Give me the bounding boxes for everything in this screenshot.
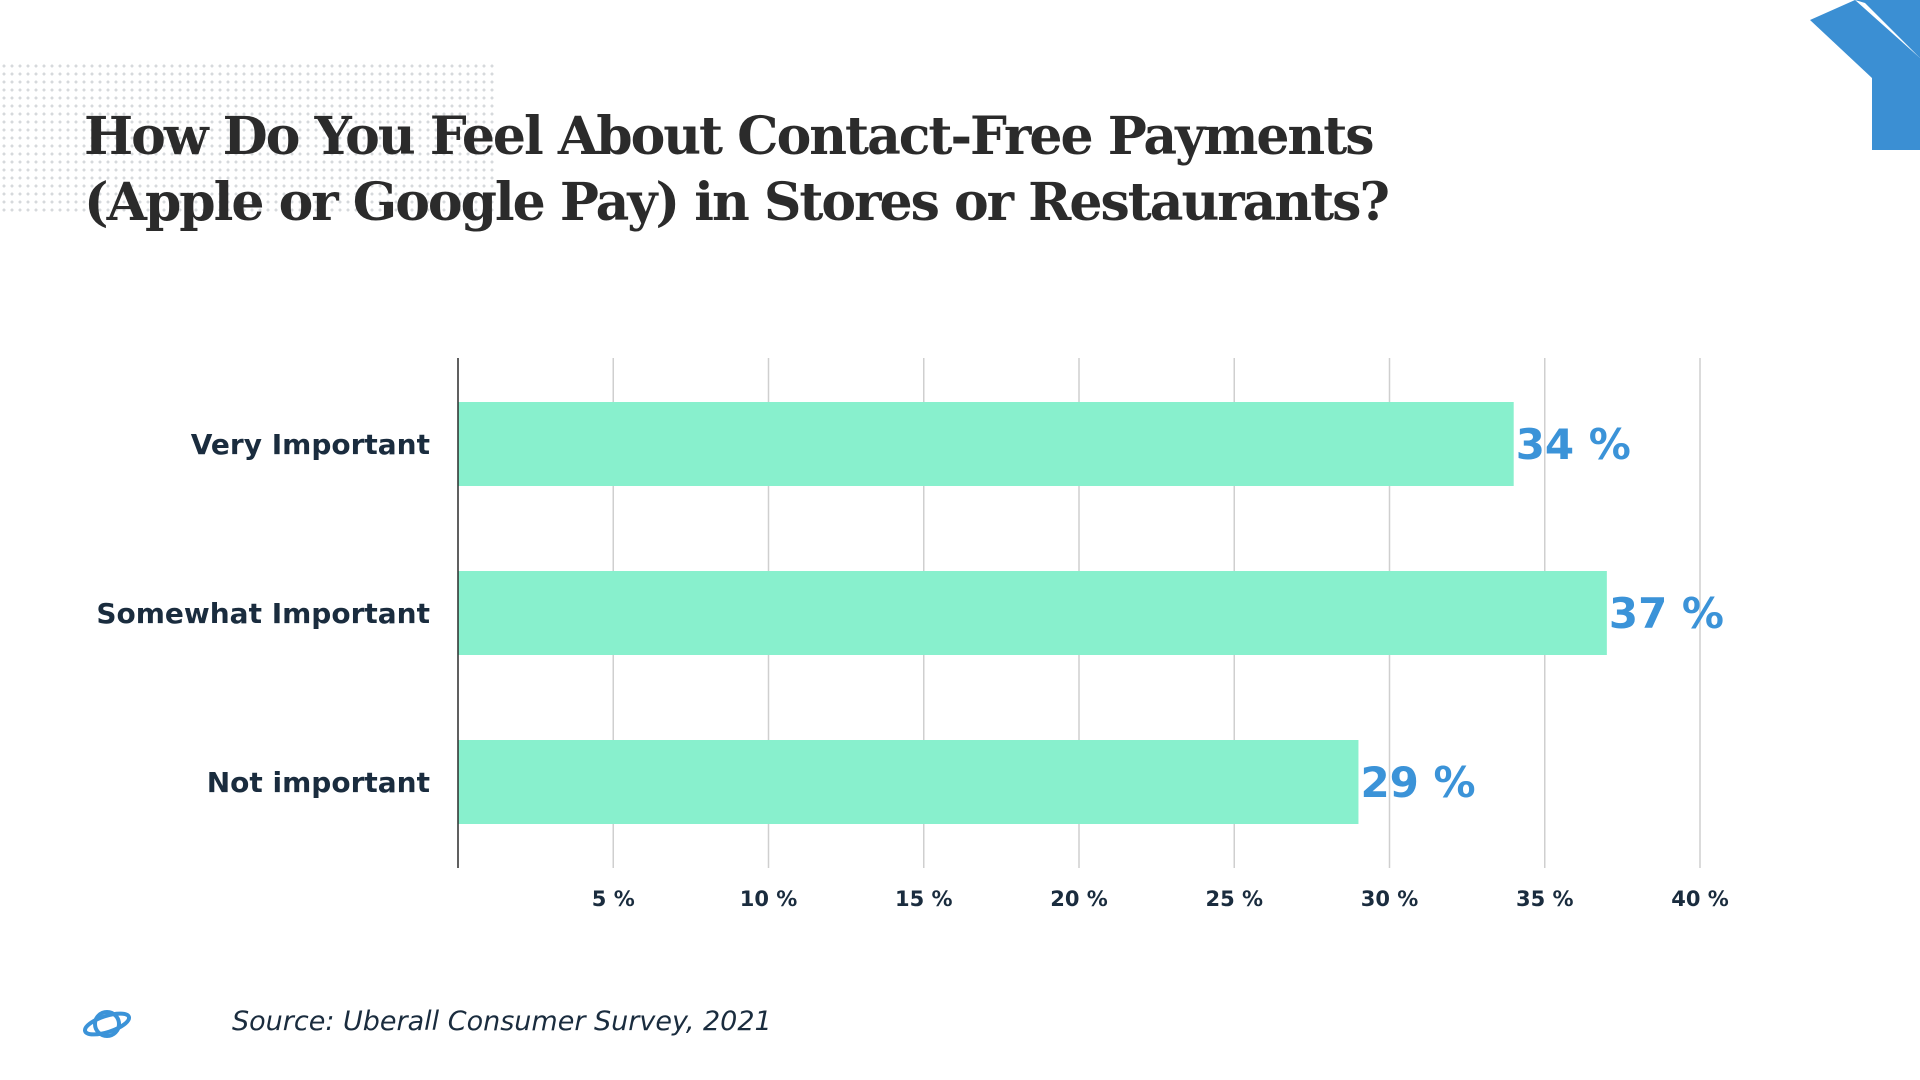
x-tick-label-20: 20 % [1050,887,1108,911]
data-label-3: 29 % [1360,758,1475,807]
x-tick-label-25: 25 % [1205,887,1263,911]
source-note: Source: Uberall Consumer Survey, 2021 [232,1006,772,1037]
chart-title: How Do You Feel About Contact-Free Payme… [84,104,1584,236]
bar-somewhat-important [458,571,1607,655]
x-tick-label-35: 35 % [1516,887,1574,911]
corner-chevron-shape [1810,0,1920,150]
x-tick-label-15: 15 % [895,887,953,911]
planet-icon [82,1010,132,1038]
x-tick-label-5: 5 % [592,887,635,911]
x-tick-label-30: 30 % [1361,887,1419,911]
x-tick-label-10: 10 % [740,887,798,911]
category-label-somewhat-important: Somewhat Important [96,597,430,630]
data-label-2: 37 % [1609,589,1724,638]
category-label-very-important: Very Important [191,428,430,461]
chart-title-line-1: How Do You Feel About Contact-Free Payme… [84,106,1375,167]
chart-title-line-2: (Apple or Google Pay) in Stores or Resta… [84,172,1390,233]
bar-very-important [458,402,1514,486]
category-label-not-important: Not important [207,766,430,799]
dot-pattern [0,62,496,212]
bar-not-important [458,740,1359,824]
x-tick-label-40: 40 % [1671,887,1729,911]
data-label-1: 34 % [1516,420,1631,469]
